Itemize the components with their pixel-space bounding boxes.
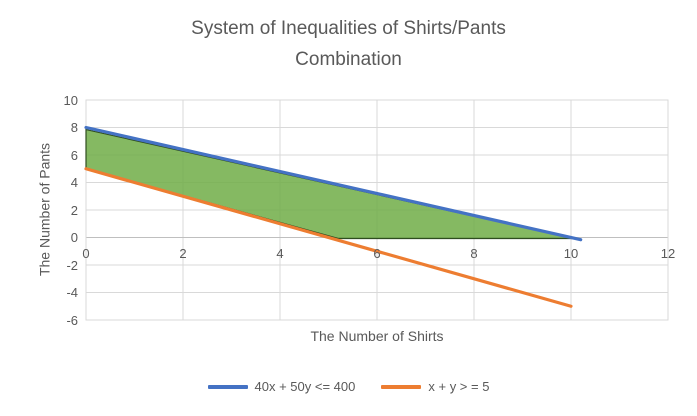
x-tick-label: 10	[563, 246, 579, 261]
x-tick-label: 0	[82, 246, 90, 261]
y-tick-label: 6	[70, 147, 78, 163]
y-tick-label: 2	[70, 202, 78, 218]
chart-title-line2: Combination	[295, 49, 402, 70]
legend-swatch-orange-line	[381, 385, 422, 389]
legend-item-constraint-1: 40x + 50y <= 400	[207, 379, 356, 395]
y-tick-label: -4	[66, 285, 78, 300]
x-tick-label: 8	[470, 246, 478, 261]
chart-title: System of Inequalities of Shirts/Pants C…	[0, 13, 697, 75]
legend-label-constraint-2: x + y > = 5	[428, 379, 490, 394]
x-axis-title: The Number of Shirts	[310, 328, 444, 344]
chart-title-line1: System of Inequalities of Shirts/Pants	[191, 18, 506, 39]
x-tick-label: 4	[276, 246, 284, 261]
y-tick-label: 10	[63, 92, 78, 108]
legend-label-constraint-1: 40x + 50y <= 400	[254, 379, 356, 394]
x-tick-label: 6	[373, 246, 381, 261]
x-tick-label: 2	[179, 246, 187, 261]
legend-swatch-blue-line	[207, 385, 248, 389]
y-tick-label: 0	[70, 230, 78, 245]
legend: 40x + 50y <= 400 x + y > = 5	[0, 379, 697, 395]
legend-item-constraint-2: x + y > = 5	[381, 379, 489, 395]
x-tick-label: 12	[660, 246, 676, 261]
y-axis-title: The Number of Pants	[36, 142, 53, 277]
y-tick-label: 4	[70, 175, 78, 190]
y-tick-label: -2	[66, 257, 78, 273]
y-tick-label: -6	[66, 312, 78, 328]
y-tick-label: 8	[70, 120, 78, 135]
